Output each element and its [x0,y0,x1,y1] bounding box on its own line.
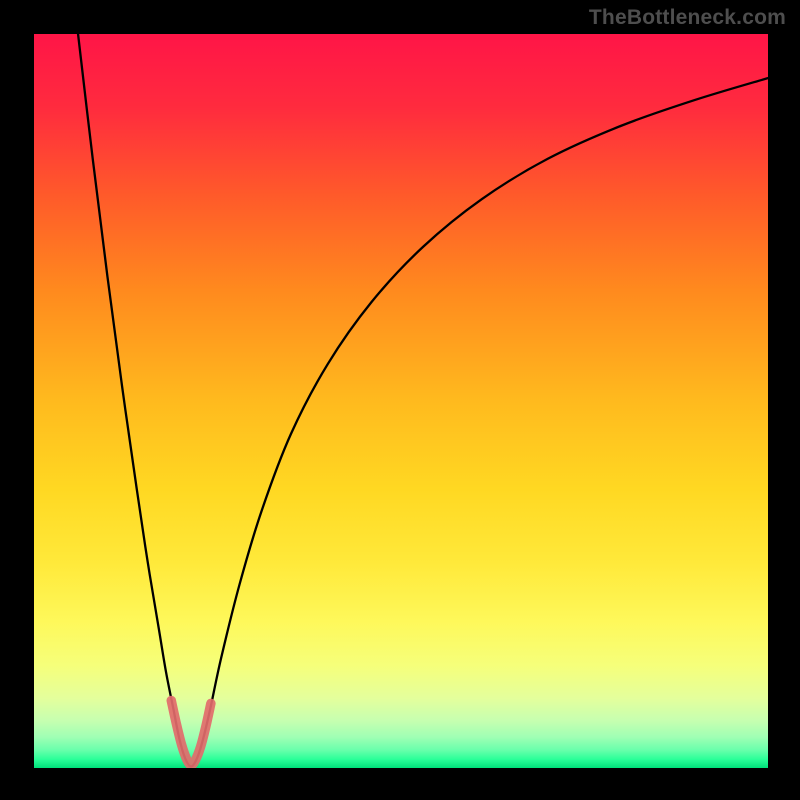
watermark-text: TheBottleneck.com [589,6,786,30]
plot-svg [34,34,768,768]
plot-background [34,34,768,768]
chart-frame: TheBottleneck.com [0,0,800,800]
bottleneck-plot [34,34,768,768]
